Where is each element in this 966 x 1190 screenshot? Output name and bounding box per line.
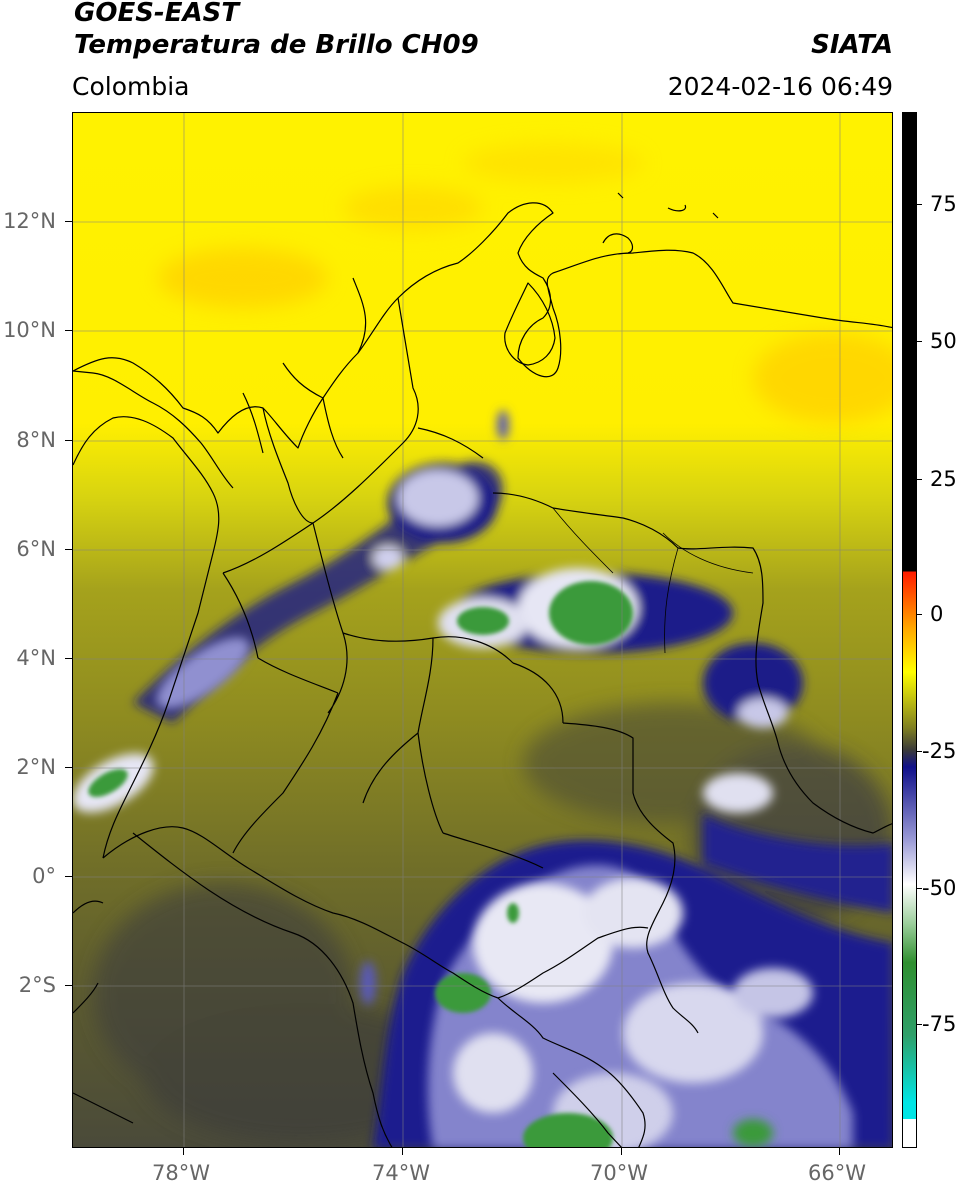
colorbar-tick [917, 479, 922, 480]
colorbar-label: 25 [930, 467, 957, 491]
datetime-label: 2024-02-16 06:49 [667, 72, 893, 101]
rivers [552, 507, 754, 654]
colorbar-label: 50 [930, 329, 957, 353]
y-tick [65, 440, 72, 441]
y-tick [65, 767, 72, 768]
lat-label: 2°N [16, 755, 56, 779]
colorbar-label: -25 [922, 739, 957, 763]
product-title: Temperatura de Brillo CH09 [74, 30, 479, 60]
lat-label: 2°S [18, 973, 56, 997]
lat-label: 8°N [16, 428, 56, 452]
satellite-title: GOES-EAST [74, 0, 240, 28]
x-tick [183, 1148, 184, 1155]
gridlines [73, 113, 892, 1147]
colorbar-tick [917, 888, 922, 889]
lat-label: 6°N [16, 537, 56, 561]
colorbar-tick [917, 751, 922, 752]
colorbar-label: -75 [922, 1012, 957, 1036]
coastlines-and-borders [73, 192, 892, 1147]
colorbar-label: -50 [922, 876, 957, 900]
cold-cloud-tops [73, 410, 892, 1147]
lon-label: 70°W [590, 1161, 648, 1185]
warm-patches [158, 143, 892, 423]
x-tick [621, 1148, 622, 1155]
y-tick [65, 876, 72, 877]
lon-label: 78°W [152, 1161, 210, 1185]
lat-label: 0° [32, 864, 56, 888]
colorbar-tick [917, 204, 922, 205]
brightness-temperature-map [72, 112, 893, 1148]
y-tick [65, 549, 72, 550]
agency-label: SIATA [811, 30, 893, 60]
x-tick [402, 1148, 403, 1155]
temperature-colorbar [902, 112, 917, 1148]
lon-label: 74°W [372, 1161, 430, 1185]
colorbar-tick [917, 614, 922, 615]
lat-label: 4°N [16, 646, 56, 670]
lon-label: 66°W [808, 1161, 866, 1185]
y-tick [65, 330, 72, 331]
y-tick [65, 658, 72, 659]
lat-label: 10°N [3, 318, 56, 342]
lat-label: 12°N [3, 209, 56, 233]
y-tick [65, 221, 72, 222]
colorbar-tick [917, 1024, 922, 1025]
map-svg [73, 113, 892, 1147]
colorbar-tick [917, 341, 922, 342]
y-tick [65, 985, 72, 986]
colorbar-label: 0 [930, 602, 944, 626]
x-tick [839, 1148, 840, 1155]
region-label: Colombia [72, 72, 190, 101]
colorbar-label: 75 [930, 192, 957, 216]
